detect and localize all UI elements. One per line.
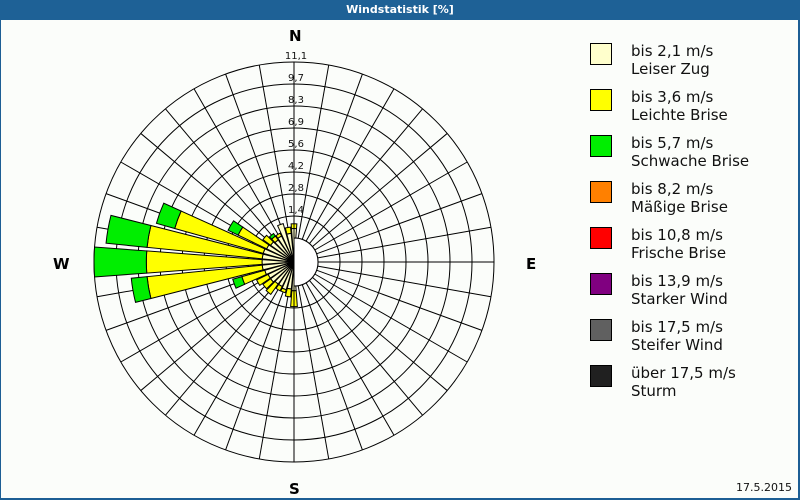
legend-swatch bbox=[590, 273, 612, 295]
rose-bar bbox=[105, 214, 152, 248]
legend-name: Mäßige Brise bbox=[631, 198, 728, 216]
legend-item: bis 17,5 m/s Steifer Wind bbox=[590, 318, 790, 364]
legend-name: Leiser Zug bbox=[631, 60, 710, 78]
rose-bar bbox=[262, 278, 275, 290]
rose-bar bbox=[275, 232, 283, 239]
legend-swatch bbox=[590, 135, 612, 157]
ring-label: 4,2 bbox=[288, 161, 304, 172]
legend-name: Leichte Brise bbox=[631, 106, 728, 124]
compass-north-label: N bbox=[289, 27, 302, 45]
date-label: 17.5.2015 bbox=[736, 481, 792, 494]
legend-range: bis 13,9 m/s bbox=[631, 272, 723, 290]
ring-label: 11,1 bbox=[285, 51, 307, 62]
ring-label: 2,8 bbox=[288, 183, 304, 194]
legend-name: Sturm bbox=[631, 382, 677, 400]
rose-bar bbox=[265, 280, 279, 296]
rose-bar bbox=[284, 287, 292, 298]
rose-bar bbox=[262, 234, 275, 246]
rose-bar bbox=[93, 246, 148, 278]
legend: bis 2,1 m/s Leiser Zug bis 3,6 m/s Leich… bbox=[590, 42, 790, 410]
legend-item: bis 2,1 m/s Leiser Zug bbox=[590, 42, 790, 88]
rose-bar bbox=[130, 276, 152, 304]
rose-bar bbox=[227, 220, 244, 236]
legend-range: bis 2,1 m/s bbox=[631, 42, 714, 60]
legend-range: bis 17,5 m/s bbox=[631, 318, 723, 336]
rose-bar bbox=[275, 283, 283, 292]
rose-bar bbox=[268, 232, 277, 240]
compass-south-label: S bbox=[289, 480, 300, 498]
ring-label: 1,4 bbox=[288, 205, 304, 216]
legend-range: bis 3,6 m/s bbox=[631, 88, 714, 106]
legend-item: bis 13,9 m/s Starker Wind bbox=[590, 272, 790, 318]
legend-name: Steifer Wind bbox=[631, 336, 723, 354]
ring-label: 6,9 bbox=[288, 117, 304, 128]
legend-item: bis 10,8 m/s Frische Brise bbox=[590, 226, 790, 272]
rose-bar bbox=[280, 287, 287, 294]
legend-swatch bbox=[590, 181, 612, 203]
legend-item: bis 8,2 m/s Mäßige Brise bbox=[590, 180, 790, 226]
legend-item: bis 3,6 m/s Leichte Brise bbox=[590, 88, 790, 134]
legend-range: bis 10,8 m/s bbox=[631, 226, 723, 244]
legend-swatch bbox=[590, 319, 612, 341]
rose-bar bbox=[232, 276, 246, 289]
compass-east-label: E bbox=[526, 255, 537, 273]
rose-bar bbox=[255, 273, 271, 287]
legend-swatch bbox=[590, 365, 612, 387]
rose-bar bbox=[155, 202, 182, 230]
rose-bar bbox=[284, 226, 292, 235]
ring-label: 9,7 bbox=[288, 73, 304, 84]
legend-swatch bbox=[590, 43, 612, 65]
legend-range: bis 5,7 m/s bbox=[631, 134, 714, 152]
legend-name: Frische Brise bbox=[631, 244, 727, 262]
ring-label: 8,3 bbox=[288, 95, 304, 106]
rose-bar bbox=[276, 223, 295, 263]
legend-range: über 17,5 m/s bbox=[631, 364, 736, 382]
legend-swatch bbox=[590, 89, 612, 111]
compass-west-label: W bbox=[53, 255, 70, 273]
legend-item: über 17,5 m/s Sturm bbox=[590, 364, 790, 410]
legend-swatch bbox=[590, 227, 612, 249]
legend-name: Starker Wind bbox=[631, 290, 728, 308]
window-title: Windstatistik [%] bbox=[0, 0, 800, 20]
legend-item: bis 5,7 m/s Schwache Brise bbox=[590, 134, 790, 180]
legend-name: Schwache Brise bbox=[631, 152, 750, 170]
ring-label: 5,6 bbox=[288, 139, 304, 150]
legend-range: bis 8,2 m/s bbox=[631, 180, 714, 198]
